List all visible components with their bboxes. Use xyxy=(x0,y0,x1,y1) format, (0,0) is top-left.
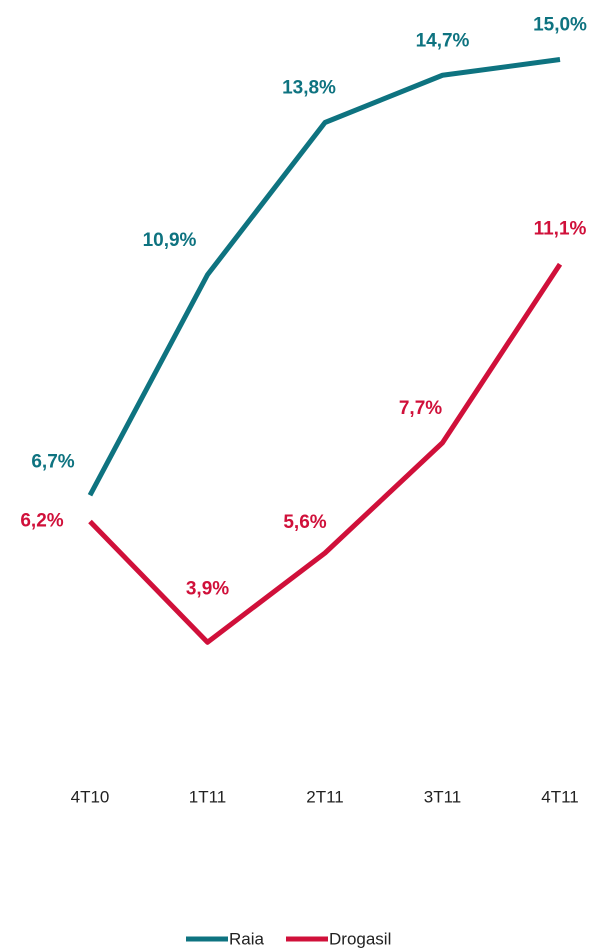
x-tick-label: 4T11 xyxy=(541,787,579,806)
series-line xyxy=(87,57,561,497)
legend-label: Raia xyxy=(229,929,265,948)
x-tick-label: 2T11 xyxy=(306,787,344,806)
data-label: 3,9% xyxy=(186,578,229,599)
data-label: 10,9% xyxy=(143,230,197,251)
series-line xyxy=(88,262,563,645)
data-label: 6,7% xyxy=(31,451,74,472)
data-label: 6,2% xyxy=(20,511,63,532)
data-label: 13,8% xyxy=(282,78,336,99)
data-label: 7,7% xyxy=(399,398,442,419)
data-label: 11,1% xyxy=(534,218,587,239)
data-label: 15,0% xyxy=(533,15,587,36)
data-label: 5,6% xyxy=(283,512,326,533)
legend-label: Drogasil xyxy=(329,929,391,948)
data-label: 14,7% xyxy=(416,30,470,51)
x-tick-label: 4T10 xyxy=(71,787,110,806)
x-tick-label: 3T11 xyxy=(424,787,462,806)
x-tick-label: 1T11 xyxy=(189,787,227,806)
